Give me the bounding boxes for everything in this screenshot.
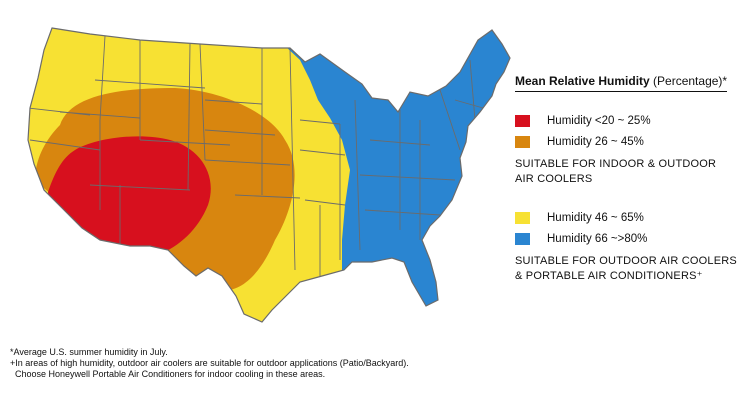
suitability-note-line: AIR COOLERS [515, 173, 593, 185]
legend-title-unit: (Percentage)* [649, 74, 728, 88]
legend-title-main: Mean Relative Humidity [515, 74, 650, 88]
suitability-note-air-coolers: SUITABLE FOR INDOOR & OUTDOOR AIR COOLER… [515, 157, 747, 187]
footnote-high-humidity: +In areas of high humidity, outdoor air … [10, 358, 409, 368]
legend-swatch-red [515, 115, 530, 127]
legend-item-orange: Humidity 26 ~ 45% [515, 133, 747, 151]
legend-title: Mean Relative Humidity (Percentage)* [515, 74, 728, 92]
legend-label-blue: Humidity 66 ~>80% [547, 233, 648, 245]
suitability-note-portable-ac: SUITABLE FOR OUTDOOR AIR COOLERS & PORTA… [515, 254, 747, 284]
legend-label-red: Humidity <20 ~ 25% [547, 115, 651, 127]
suitability-note-line: SUITABLE FOR INDOOR & OUTDOOR [515, 158, 717, 170]
legend-item-blue: Humidity 66 ~>80% [515, 230, 747, 248]
suitability-note-line: & PORTABLE AIR CONDITIONERS⁺ [515, 270, 703, 282]
footnote-honeywell: Choose Honeywell Portable Air Conditione… [10, 369, 326, 379]
legend-swatch-yellow [515, 212, 530, 224]
legend-swatch-orange [515, 136, 530, 148]
legend: Mean Relative Humidity (Percentage)* Hum… [515, 72, 747, 284]
legend-label-orange: Humidity 26 ~ 45% [547, 136, 644, 148]
legend-item-red: Humidity <20 ~ 25% [515, 112, 747, 130]
footnotes: *Average U.S. summer humidity in July. +… [10, 347, 530, 380]
legend-item-yellow: Humidity 46 ~ 65% [515, 209, 747, 227]
state-borders [28, 35, 491, 280]
footnote-average: *Average U.S. summer humidity in July. [10, 347, 168, 357]
humidity-zone-20-25 [48, 136, 211, 258]
legend-swatch-blue [515, 233, 530, 245]
suitability-note-line: SUITABLE FOR OUTDOOR AIR COOLERS [515, 255, 737, 267]
legend-label-yellow: Humidity 46 ~ 65% [547, 212, 644, 224]
